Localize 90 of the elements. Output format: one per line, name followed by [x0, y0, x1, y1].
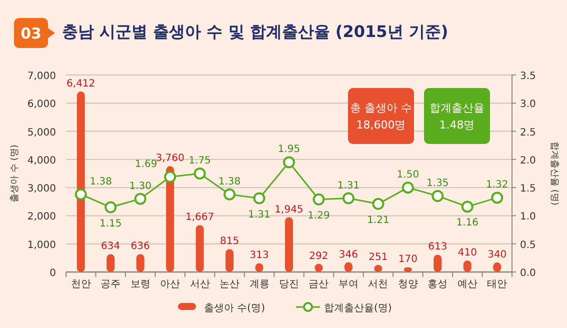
data-label: 613	[428, 242, 448, 253]
data-label: 636	[130, 241, 150, 252]
data-label: 1.38	[90, 176, 112, 188]
point	[402, 182, 414, 194]
x-tick-label: 부여	[338, 279, 358, 290]
y2-tick-label: 3.5	[520, 71, 536, 82]
y2-tick-label: 2.5	[520, 127, 536, 138]
point	[74, 188, 87, 200]
y2-tick-label: 1.0	[520, 212, 536, 223]
y2-tick-label: 3.0	[520, 99, 536, 110]
y-tick-label: 4,000	[27, 155, 56, 166]
data-label: 1.95	[278, 144, 300, 156]
x-tick-label: 보령	[130, 279, 150, 290]
y-tick-label: 1,000	[27, 240, 56, 251]
x-tick-label: 태안	[487, 279, 508, 290]
y2-tick-label: 0.5	[520, 240, 536, 251]
data-label: 170	[398, 254, 418, 266]
y2-tick-label: 0.0	[520, 268, 536, 279]
point	[164, 170, 176, 183]
x-tick-label: 홍성	[428, 279, 448, 290]
data-label: 410	[458, 247, 477, 258]
bar	[106, 254, 115, 272]
y-tick-label: 5,000	[27, 127, 56, 138]
data-label: 1.69	[134, 158, 158, 170]
y-tick-label: 0	[50, 268, 56, 279]
x-tick-label: 계룡	[249, 279, 270, 290]
y-tick-label: 3,000	[27, 184, 56, 195]
data-label: 1.30	[129, 180, 152, 192]
point	[461, 200, 474, 213]
x-tick-label: 청양	[398, 279, 418, 290]
data-label: 340	[488, 249, 507, 260]
data-label: 1,945	[274, 204, 304, 216]
bar	[76, 92, 85, 272]
y2-tick-label: 2.0	[520, 155, 536, 166]
bar	[196, 225, 204, 272]
point	[253, 192, 266, 204]
data-label: 1.50	[396, 170, 420, 181]
data-label: 313	[250, 250, 269, 262]
point	[491, 192, 504, 204]
bar	[136, 254, 144, 272]
annotation: 총 출생아 수 18,600명	[350, 101, 412, 132]
data-label: 251	[368, 252, 388, 263]
text: 03	[20, 24, 42, 42]
x-tick-label: 서천	[368, 279, 388, 290]
y-axis-title: 출생아 수 (명)	[10, 144, 20, 202]
data-label: 346	[338, 249, 358, 260]
legend-label: 합계출산율(명)	[324, 303, 392, 314]
data-label: 6,412	[66, 78, 96, 90]
point	[194, 168, 206, 180]
point	[432, 190, 444, 202]
point	[372, 198, 384, 210]
data-label: 815	[220, 236, 240, 248]
point	[104, 201, 117, 214]
chart-title: 충남 시군별 출생아 수 및 합계출산율 (2015년 기준)	[62, 22, 448, 41]
data-label: 1.38	[218, 176, 241, 188]
point	[224, 188, 236, 200]
data-label: 1,667	[185, 212, 214, 224]
data-label: 1.35	[426, 178, 449, 190]
x-tick-label: 천안	[70, 279, 91, 290]
annotation: 합계출산율 1.48명	[430, 101, 484, 132]
point	[342, 192, 354, 204]
legend-label: 출생아 수(명)	[204, 303, 266, 314]
data-label: 634	[101, 241, 120, 252]
point	[283, 156, 295, 168]
point	[134, 192, 146, 205]
data-label: 1.31	[337, 180, 360, 192]
point	[312, 193, 325, 206]
x-tick-label: 예산	[457, 279, 478, 290]
y2-axis-title: 합계출산율 (명)	[549, 142, 559, 206]
bar	[285, 217, 293, 272]
x-tick-label: 논산	[220, 279, 240, 290]
data-label: 3,760	[156, 153, 184, 164]
x-tick-label: 당진	[279, 279, 299, 290]
data-label: 292	[309, 250, 328, 262]
x-tick-label: 금산	[308, 279, 329, 290]
data-label: 1.15	[99, 218, 122, 230]
data-label: 1.21	[367, 214, 390, 226]
y-tick-label: 6,000	[27, 99, 56, 110]
x-tick-label: 공주	[100, 279, 121, 290]
data-label: 1.32	[486, 180, 508, 191]
y2-tick-label: 1.5	[520, 184, 536, 195]
data-label: 1.75	[188, 156, 211, 166]
bar	[226, 249, 234, 272]
x-tick-label: 서산	[190, 279, 210, 290]
x-tick-label: 아산	[160, 279, 180, 290]
y-tick-label: 2,000	[27, 212, 56, 223]
data-label: 1.29	[308, 210, 330, 222]
data-label: 1.16	[456, 218, 479, 229]
data-label: 1.31	[248, 209, 270, 220]
y-tick-label: 7,000	[27, 71, 56, 82]
